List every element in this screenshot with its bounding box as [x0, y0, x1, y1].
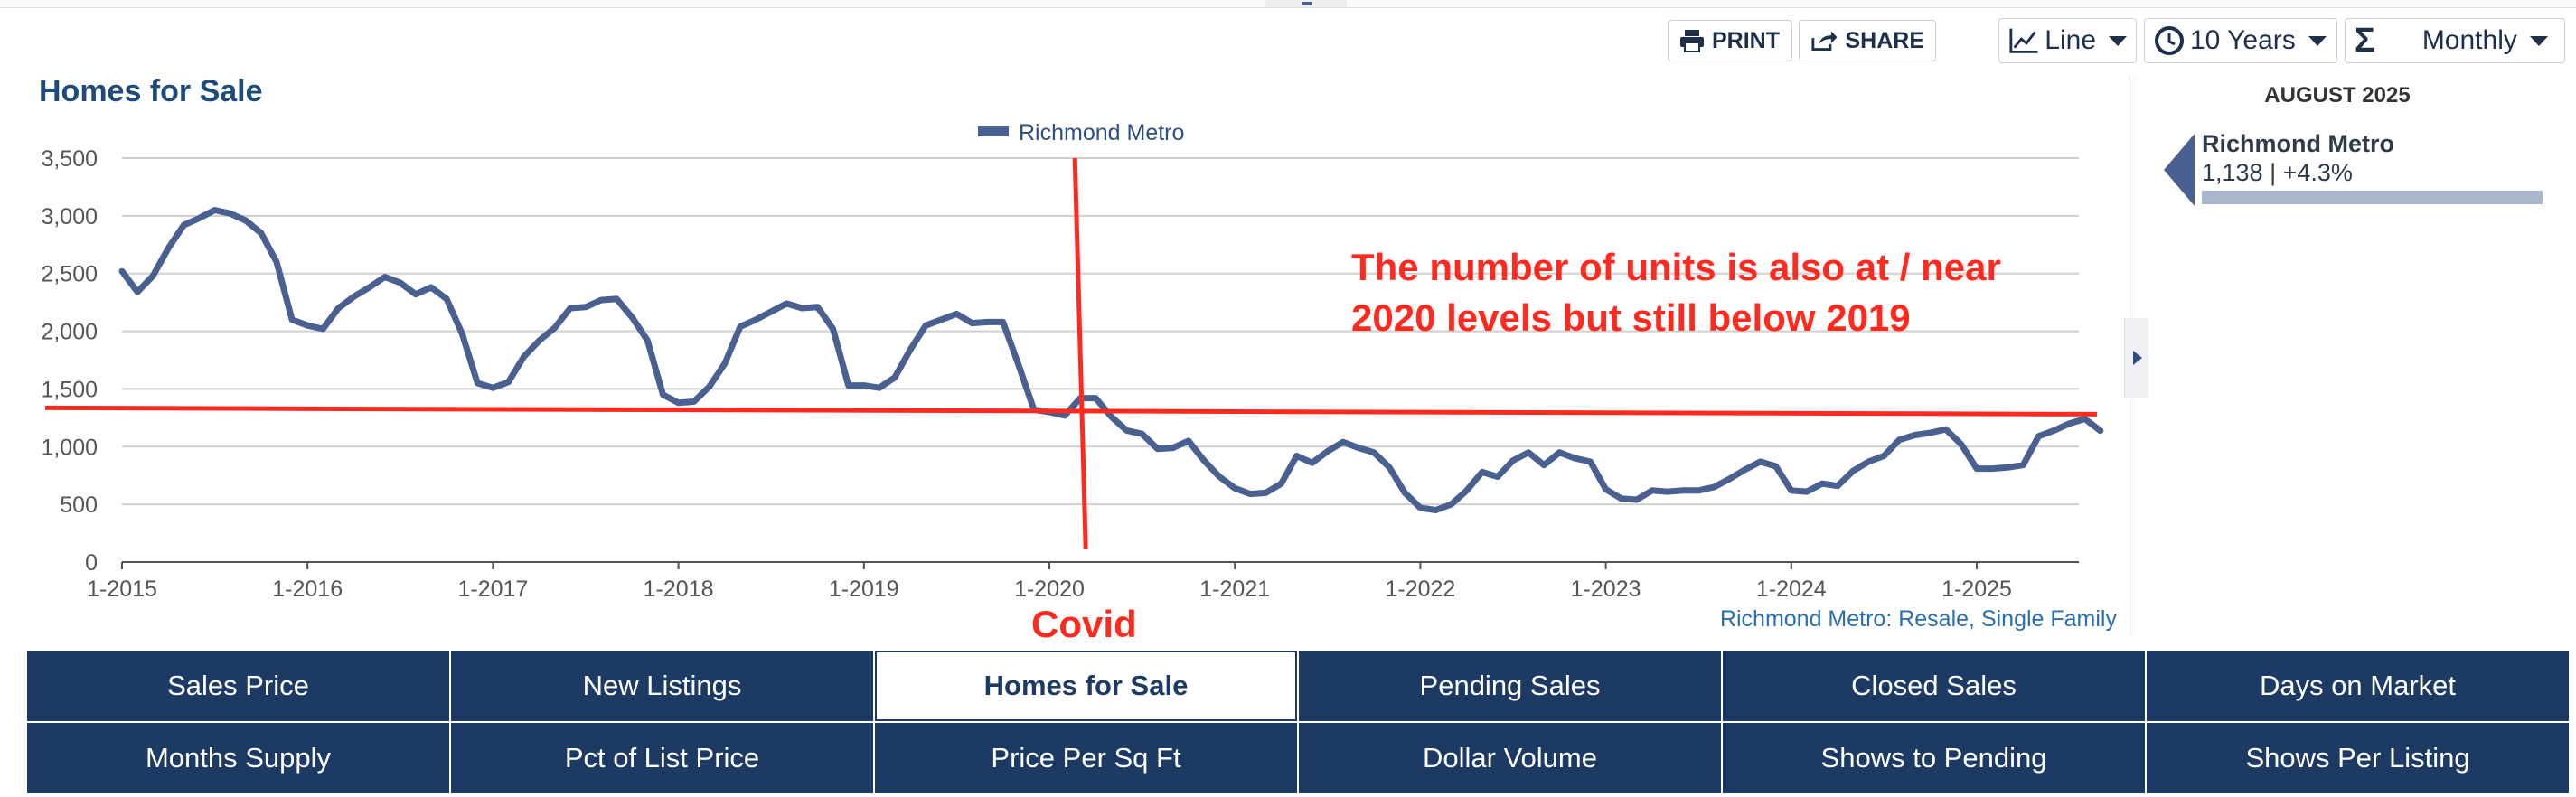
annotation-text-line1: The number of units is also at / near [1351, 246, 2001, 288]
share-icon [1811, 31, 1838, 51]
chart-legend: Richmond Metro [978, 120, 1184, 145]
y-tick-label: 3,500 [41, 146, 98, 172]
annotation-text-line2: 2020 levels but still below 2019 [1351, 296, 1911, 339]
tab-closed-sales[interactable]: Closed Sales [1723, 651, 2145, 721]
x-tick-label: 1-2020 [1014, 577, 1085, 602]
print-label: PRINT [1712, 27, 1780, 53]
drag-handle[interactable] [1265, 0, 1347, 7]
x-tick-label: 1-2021 [1199, 577, 1270, 602]
line-chart-icon [2009, 28, 2038, 53]
interval-dropdown[interactable]: Σ Monthly [2345, 18, 2565, 63]
horizontal-annotation-line [44, 405, 2098, 417]
source-note: Richmond Metro: Resale, Single Family [1720, 606, 2118, 632]
series-line [118, 207, 2104, 513]
x-tick-label: 1-2019 [829, 577, 899, 602]
collapse-panel-toggle[interactable] [2124, 318, 2148, 398]
share-button[interactable]: SHARE [1799, 20, 1936, 61]
page-title: Homes for Sale [39, 74, 263, 108]
chevron-right-icon [2133, 351, 2142, 365]
tab-dollar-volume[interactable]: Dollar Volume [1299, 723, 1721, 793]
y-tick-label: 500 [60, 492, 98, 518]
pointer-arrow-icon [2164, 134, 2195, 206]
interval-value: Monthly [2421, 25, 2517, 55]
x-tick-label: 1-2025 [1941, 577, 2012, 602]
sigma-icon: Σ [2355, 21, 2375, 60]
x-tick-label: 1-2018 [644, 577, 714, 602]
legend-swatch [978, 126, 1009, 136]
tab-price-per-sq-ft[interactable]: Price Per Sq Ft [875, 723, 1297, 793]
tab-pct-of-list-price[interactable]: Pct of List Price [451, 723, 873, 793]
x-tick-label: 1-2023 [1571, 577, 1641, 602]
chart-type-value: Line [2045, 25, 2096, 55]
printer-icon [1680, 30, 1704, 52]
metric-tabs: Sales Price New Listings Homes for Sale … [27, 651, 2569, 795]
y-tick-label: 1,500 [41, 377, 98, 402]
range-value: 10 Years [2190, 25, 2296, 55]
x-tick-label: 1-2016 [272, 577, 343, 602]
tab-new-listings[interactable]: New Listings [451, 651, 873, 721]
tab-shows-per-listing[interactable]: Shows Per Listing [2147, 723, 2569, 793]
tab-homes-for-sale[interactable]: Homes for Sale [875, 651, 1297, 721]
y-tick-label: 3,000 [41, 204, 98, 230]
covid-label: Covid [1031, 603, 1137, 645]
x-tick-label: 1-2022 [1385, 577, 1455, 602]
chevron-down-icon [2308, 35, 2327, 46]
side-panel-series-name: Richmond Metro [2202, 130, 2394, 157]
chart-area: 0 500 1,000 1,500 2,000 2,500 3,000 3,500 1-201… [41, 120, 2118, 645]
y-tick-label: 2,500 [41, 262, 98, 287]
vertical-annotation-line [1072, 157, 1088, 550]
x-tick-label: 1-2024 [1756, 577, 1827, 602]
y-tick-label: 2,000 [41, 320, 98, 345]
chart-type-dropdown[interactable]: Line [1998, 18, 2137, 63]
print-button[interactable]: PRINT [1668, 20, 1792, 61]
chevron-down-icon [2109, 35, 2127, 46]
legend-label: Richmond Metro [1019, 120, 1184, 145]
x-tick-label: 1-2015 [87, 577, 157, 602]
tab-sales-price[interactable]: Sales Price [27, 651, 449, 721]
clock-icon [2155, 26, 2184, 55]
range-dropdown[interactable]: 10 Years [2144, 18, 2337, 63]
share-label: SHARE [1845, 27, 1924, 53]
x-tick-label: 1-2017 [457, 577, 528, 602]
y-tick-label: 1,000 [41, 435, 98, 460]
top-strip [0, 0, 2576, 8]
tab-days-on-market[interactable]: Days on Market [2147, 651, 2569, 721]
side-panel-bar [2202, 191, 2543, 204]
chevron-down-icon [2529, 35, 2548, 46]
tab-pending-sales[interactable]: Pending Sales [1299, 651, 1721, 721]
side-panel-date: AUGUST 2025 [2264, 83, 2411, 108]
tab-shows-to-pending[interactable]: Shows to Pending [1723, 723, 2145, 793]
side-panel-value: 1,138 | +4.3% [2202, 159, 2353, 186]
tab-months-supply[interactable]: Months Supply [27, 723, 449, 793]
y-tick-label: 0 [85, 550, 98, 576]
